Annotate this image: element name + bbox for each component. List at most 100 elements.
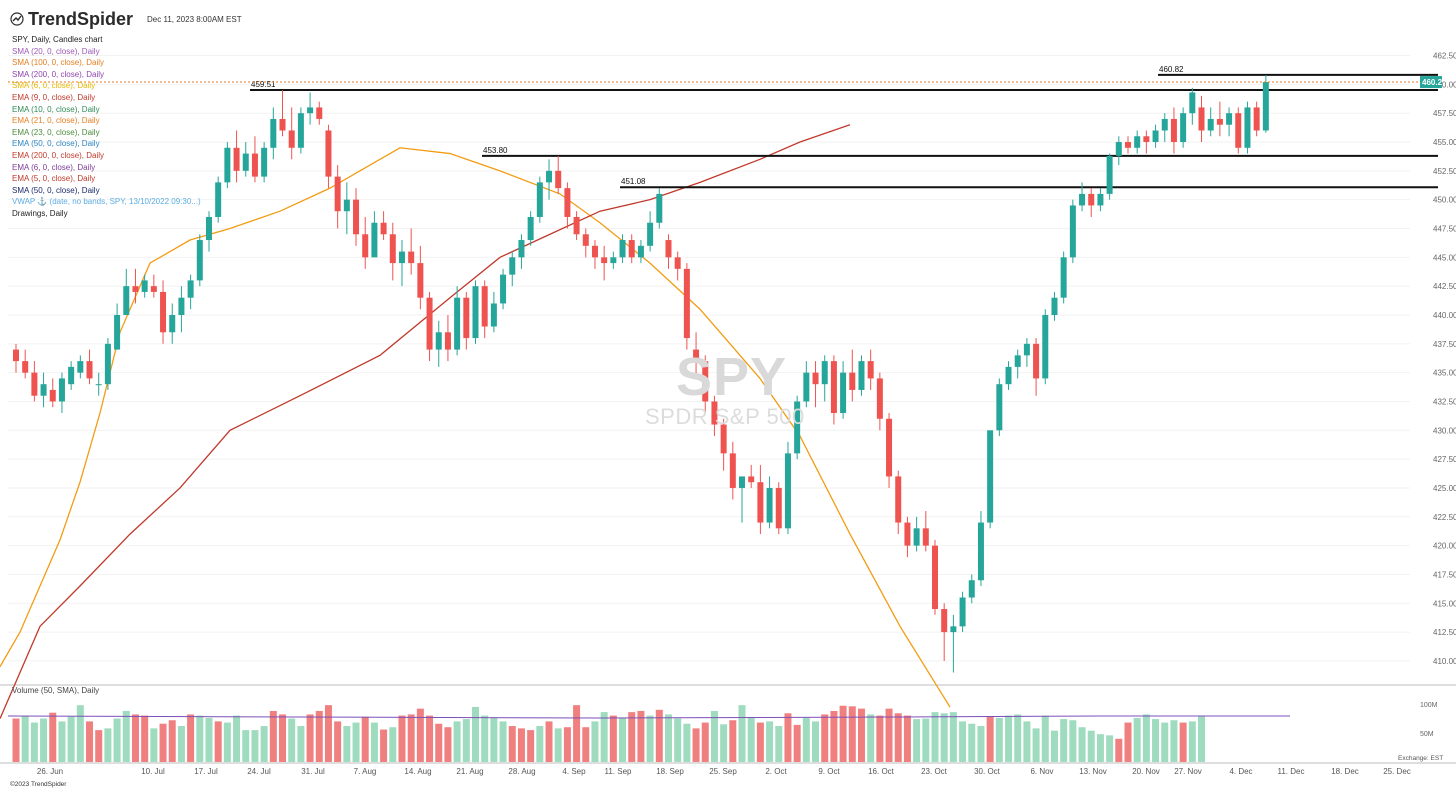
candle-body <box>637 245 644 258</box>
volume-bar <box>573 705 581 762</box>
volume-bar <box>775 726 783 762</box>
volume-bar <box>214 721 222 762</box>
candle-body <box>573 216 580 235</box>
legend-item[interactable]: SMA (50, 0, close), Daily <box>12 185 100 195</box>
candle-body <box>1226 113 1233 125</box>
volume-bar <box>720 724 728 762</box>
legend-item[interactable]: SPY, Daily, Candles chart <box>12 35 103 44</box>
candle-body <box>215 182 222 217</box>
indicator-legend: SPY, Daily, Candles chart SMA (20, 0, clo… <box>12 34 201 220</box>
candle-body <box>417 263 424 298</box>
candle-body <box>1244 107 1251 148</box>
date-tick-label: 7. Aug <box>354 767 377 776</box>
candle-body <box>775 487 782 529</box>
volume-bar <box>1050 730 1058 762</box>
volume-bar <box>867 714 875 762</box>
price-axis: 410.00 412.50 415.00 417.50 420.00 422.50 425.… <box>1433 52 1456 666</box>
candle-body <box>591 245 598 258</box>
volume-bar <box>481 715 489 762</box>
legend-item[interactable]: EMA (6, 0, close), Daily <box>12 162 96 172</box>
candlestick-series <box>13 75 1269 673</box>
volume-bar <box>187 714 195 762</box>
legend-item[interactable]: SMA (6, 0, close), Daily <box>12 81 96 91</box>
legend-item[interactable]: EMA (5, 0, close), Daily <box>12 174 96 184</box>
candle-body <box>720 424 727 454</box>
candle-body <box>270 118 277 148</box>
candle-body <box>1134 136 1141 148</box>
candle-body <box>123 286 130 315</box>
legend-item[interactable]: SMA (100, 0, close), Daily <box>12 58 105 68</box>
price-tick-label: 447.50 <box>1433 225 1456 234</box>
legend-item[interactable]: EMA (50, 0, close), Daily <box>12 139 100 149</box>
candle-body <box>849 372 856 390</box>
candle-body <box>628 240 635 258</box>
candle-body <box>371 222 378 258</box>
candle-body <box>251 153 258 177</box>
candle-body <box>233 147 240 171</box>
volume-bar <box>141 715 149 762</box>
price-tick-label: 457.50 <box>1433 109 1456 118</box>
candle-body <box>711 401 718 425</box>
candle-body <box>858 361 865 390</box>
candle-body <box>1216 118 1223 125</box>
date-tick-label: 17. Jul <box>194 767 218 776</box>
volume-bar <box>1142 714 1150 762</box>
candle-body <box>932 545 938 610</box>
current-price-box <box>1420 76 1442 89</box>
candle-body <box>1143 136 1150 143</box>
volume-bar <box>922 718 930 762</box>
candle-body <box>205 216 212 241</box>
volume-sma-line <box>7 715 1290 719</box>
candle-body <box>398 251 405 264</box>
volume-bar <box>977 726 985 762</box>
candle-body <box>178 297 185 315</box>
legend-item[interactable]: EMA (200, 0, close), Daily <box>12 150 105 160</box>
volume-bar <box>40 718 48 762</box>
volume-bar <box>738 705 746 762</box>
candle-body <box>160 291 167 333</box>
trendspider-logo[interactable]: TrendSpider <box>10 9 133 30</box>
candle-body <box>794 401 801 454</box>
volume-bar <box>279 714 287 762</box>
volume-bar <box>995 717 1003 762</box>
volume-bar <box>701 722 709 762</box>
volume-bar <box>784 713 792 762</box>
candle-body <box>941 609 948 633</box>
candle-body <box>389 234 396 264</box>
candle-body <box>840 372 847 414</box>
candle-body <box>729 453 736 488</box>
date-tick-label: 4. Sep <box>562 767 586 776</box>
legend-item[interactable]: VWAP ⚓ (date, no bands, SPY, 13/10/2022 … <box>12 197 201 207</box>
legend-item[interactable]: SMA (200, 0, close), Daily <box>12 69 105 79</box>
candle-body <box>40 384 47 396</box>
legend-item[interactable]: EMA (23, 0, close), Daily <box>12 127 100 137</box>
volume-bar <box>370 722 378 762</box>
volume-bar <box>1041 715 1049 762</box>
legend-item[interactable]: EMA (9, 0, close), Daily <box>12 92 96 102</box>
volume-bar <box>168 720 176 762</box>
candle-body <box>527 216 534 241</box>
candle-body <box>867 361 874 379</box>
volume-bar <box>517 728 525 762</box>
candle-body <box>169 314 176 333</box>
volume-bar <box>389 727 397 762</box>
candle-body <box>913 528 920 546</box>
copyright: ©2023 TrendSpider <box>10 781 67 788</box>
candle-body <box>1042 314 1049 379</box>
candle-body <box>114 314 121 350</box>
volume-bar <box>306 714 314 762</box>
price-tick-label: 445.00 <box>1433 253 1456 262</box>
legend-item[interactable]: EMA (21, 0, close), Daily <box>12 116 100 126</box>
volume-bar <box>1170 720 1178 762</box>
volume-bar <box>361 716 369 762</box>
candle-body <box>1189 92 1196 114</box>
volume-bar <box>1096 734 1104 762</box>
volume-bar <box>1133 717 1141 762</box>
volume-bar <box>1188 721 1196 762</box>
legend-item[interactable]: EMA (10, 0, close), Daily <box>12 104 100 114</box>
horizontal-level-lines[interactable]: 459.51 453.80 451.08 460.82 <box>250 65 1438 189</box>
legend-item[interactable]: Drawings, Daily <box>12 208 68 218</box>
date-tick-label: 28. Aug <box>508 767 535 776</box>
legend-item[interactable]: SMA (20, 0, close), Daily <box>12 46 100 56</box>
